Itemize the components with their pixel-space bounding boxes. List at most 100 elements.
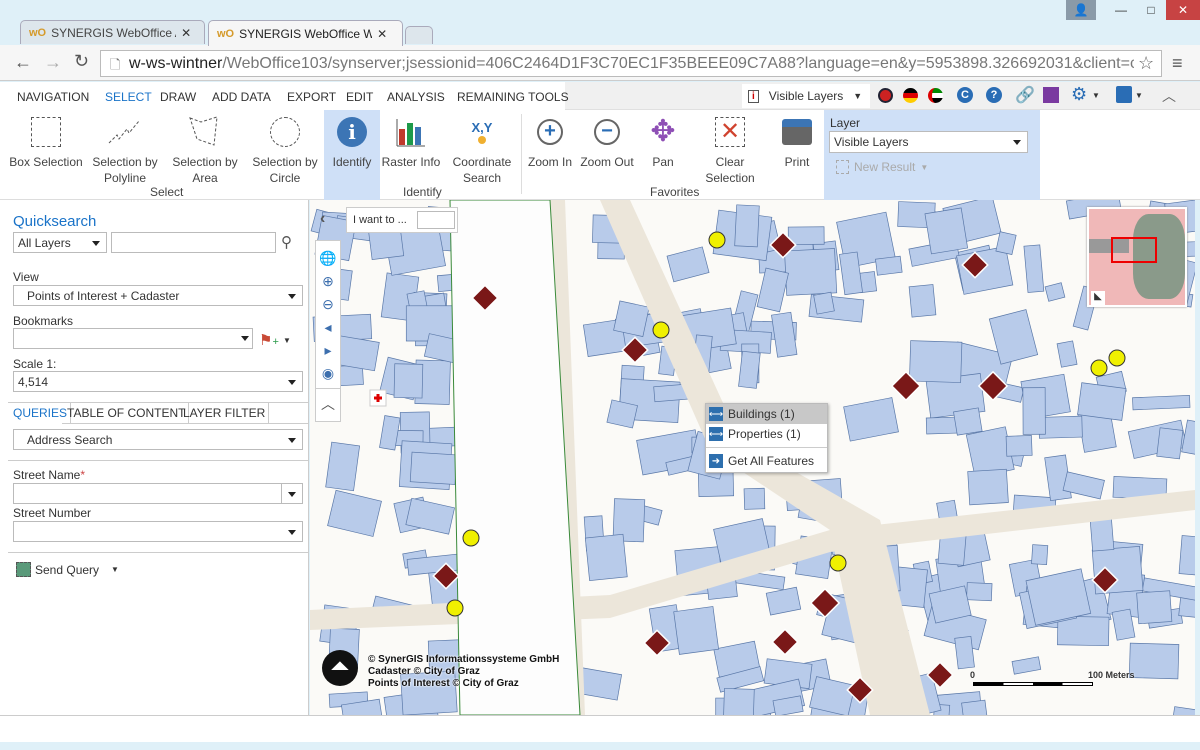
- search-icon[interactable]: ⚲: [281, 234, 292, 251]
- reload-icon[interactable]: ↻: [74, 51, 90, 71]
- chevron-down-icon[interactable]: ▼: [1135, 91, 1143, 100]
- collapse-toolbar-icon[interactable]: ︿: [321, 396, 335, 412]
- minimize-button[interactable]: —: [1115, 3, 1127, 17]
- menu-remaining-tools[interactable]: REMAINING TOOLS: [457, 90, 569, 104]
- collapse-ribbon-icon[interactable]: ︿: [1162, 88, 1176, 104]
- uae-flag-icon[interactable]: [928, 88, 943, 103]
- raster-info-button[interactable]: Raster Info: [380, 110, 442, 190]
- help-icon[interactable]: ?: [986, 87, 1002, 103]
- chevron-down-icon[interactable]: ▼: [111, 565, 119, 574]
- full-extent-globe-icon[interactable]: 🌐: [319, 249, 337, 266]
- user-icon[interactable]: [1116, 86, 1132, 103]
- browser-tab-admin[interactable]: wO SYNERGIS WebOffice Adm ✕: [20, 20, 205, 44]
- menu-export[interactable]: EXPORT: [287, 90, 337, 104]
- print-button[interactable]: Print: [774, 110, 820, 190]
- user-window-icon[interactable]: 👤: [1066, 0, 1096, 20]
- close-window-button[interactable]: ✕: [1166, 0, 1200, 20]
- selection-by-polyline-button[interactable]: Selection by Polyline: [88, 110, 162, 190]
- link-icon[interactable]: 🔗: [1015, 87, 1035, 104]
- pan-button[interactable]: ✥ Pan: [640, 110, 686, 190]
- map-attribution: © SynerGIS Informationssysteme GmbH Cada…: [368, 654, 559, 690]
- maximize-button[interactable]: □: [1147, 3, 1155, 17]
- overview-map[interactable]: ◣: [1087, 207, 1187, 307]
- tool-label: Zoom Out: [580, 155, 634, 169]
- monument-marker: [977, 370, 1009, 402]
- send-query-button[interactable]: Send Query ▼: [16, 562, 119, 577]
- identify-button[interactable]: i Identify: [324, 110, 380, 190]
- clear-selection-button[interactable]: ✕ Clear Selection: [698, 110, 762, 190]
- germany-flag-icon[interactable]: [903, 88, 918, 103]
- menu-edit[interactable]: EDIT: [346, 90, 374, 104]
- building: [405, 497, 455, 535]
- selection-by-circle-button[interactable]: Selection by Circle: [248, 110, 322, 190]
- menu-analysis[interactable]: ANALYSIS: [387, 90, 445, 104]
- query-value: Address Search: [27, 433, 113, 447]
- context-item-buildings[interactable]: ⟷ Buildings (1): [706, 404, 827, 424]
- menu-select[interactable]: SELECT: [105, 90, 152, 104]
- save-icon[interactable]: [1043, 87, 1059, 103]
- previous-extent-icon[interactable]: ◂: [324, 318, 332, 335]
- tool-label: Pan: [652, 155, 674, 169]
- close-tab-icon[interactable]: ✕: [181, 25, 192, 40]
- uk-flag-icon[interactable]: [878, 88, 893, 103]
- quicksearch-layer-select[interactable]: All Layers: [13, 232, 107, 253]
- street-name-combobox[interactable]: [13, 483, 303, 504]
- locate-icon[interactable]: ◉: [321, 364, 335, 381]
- quicksearch-input[interactable]: [111, 232, 276, 253]
- forward-icon[interactable]: →: [44, 52, 62, 72]
- add-bookmark-icon[interactable]: ⚑+: [259, 332, 279, 349]
- overview-extent-box[interactable]: [1111, 237, 1157, 263]
- scale-select[interactable]: 4,514: [13, 371, 303, 392]
- context-item-label: Properties (1): [728, 427, 801, 441]
- i-want-to-input[interactable]: [417, 211, 455, 229]
- collapse-panel-icon[interactable]: ‹: [320, 210, 326, 227]
- building: [1022, 387, 1046, 435]
- box-selection-button[interactable]: Box Selection: [8, 110, 84, 190]
- quicksearch-title: Quicksearch: [13, 213, 97, 230]
- i-want-to-menu[interactable]: I want to ...: [346, 207, 458, 233]
- coordinate-search-button[interactable]: X,Y Coordinate Search: [446, 110, 518, 190]
- context-item-label: Buildings (1): [728, 407, 795, 421]
- zoom-in-button[interactable]: + Zoom In: [524, 110, 576, 190]
- chevron-down-icon[interactable]: ▼: [283, 336, 291, 345]
- browser-tab-web[interactable]: wO SYNERGIS WebOffice Web ✕: [208, 20, 403, 46]
- zoom-out-icon[interactable]: ⊖: [322, 295, 334, 312]
- street-number-select[interactable]: [13, 521, 303, 542]
- chevron-down-icon[interactable]: ▼: [1092, 91, 1100, 100]
- view-select[interactable]: Points of Interest + Cadaster: [13, 285, 303, 306]
- identify-layer-select[interactable]: i Visible Layers ▼: [742, 84, 870, 108]
- browser-menu-icon[interactable]: ≡: [1172, 53, 1183, 73]
- menu-add-data[interactable]: ADD DATA: [212, 90, 271, 104]
- building: [809, 676, 856, 715]
- tab-layer-filter[interactable]: LAYER FILTER: [180, 403, 270, 423]
- bookmarks-select[interactable]: [13, 328, 253, 349]
- menu-navigation[interactable]: NAVIGATION: [17, 90, 90, 104]
- context-item-properties[interactable]: ⟷ Properties (1): [706, 424, 827, 444]
- tab-queries[interactable]: QUERIES: [10, 403, 72, 423]
- zoom-out-button[interactable]: − Zoom Out: [577, 110, 637, 190]
- building: [995, 231, 1017, 255]
- c-icon[interactable]: C: [957, 87, 973, 103]
- box-selection-icon: [31, 117, 61, 147]
- url-input[interactable]: 🗋 w-ws-wintner/WebOffice103/synserver;js…: [100, 50, 1162, 77]
- bookmark-star-icon[interactable]: ☆: [1138, 53, 1155, 73]
- building: [772, 695, 804, 715]
- map-view[interactable]: I want to ... 🌐 ⊕ ⊖ ◂ ▸ ◉ ︿ ◣ ⟷ Buildings…: [310, 200, 1195, 715]
- context-item-get-all-features[interactable]: ➜ Get All Features: [706, 451, 827, 471]
- layer-select[interactable]: Visible Layers: [829, 131, 1028, 153]
- printer-icon: [782, 119, 812, 145]
- tab-table-of-content[interactable]: TABLE OF CONTENT: [64, 403, 190, 423]
- street-name-label: Street Name: [13, 468, 81, 482]
- zoom-in-icon[interactable]: ⊕: [322, 272, 334, 289]
- new-tab-button[interactable]: [405, 26, 433, 44]
- building: [738, 350, 761, 389]
- next-extent-icon[interactable]: ▸: [324, 341, 332, 358]
- poi-marker: [471, 284, 499, 312]
- menu-draw[interactable]: DRAW: [160, 90, 197, 104]
- gear-icon[interactable]: ⚙: [1071, 84, 1088, 104]
- back-icon[interactable]: ←: [14, 52, 32, 72]
- query-select[interactable]: Address Search: [13, 429, 303, 450]
- selection-by-area-button[interactable]: Selection by Area: [168, 110, 242, 190]
- close-tab-icon[interactable]: ✕: [377, 26, 388, 41]
- overview-toggle-icon[interactable]: ◣: [1091, 291, 1105, 305]
